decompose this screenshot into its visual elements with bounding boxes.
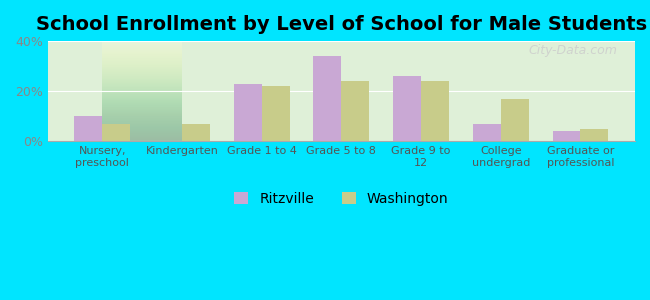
Bar <box>421 81 449 141</box>
Bar <box>75 116 102 141</box>
Bar <box>313 56 341 141</box>
Bar <box>234 84 262 141</box>
Bar <box>393 76 421 141</box>
Bar <box>500 99 528 141</box>
Legend: Ritzville, Washington: Ritzville, Washington <box>229 186 454 211</box>
Bar <box>341 81 369 141</box>
Bar <box>102 124 130 141</box>
Bar <box>182 124 210 141</box>
Bar <box>473 124 501 141</box>
Title: School Enrollment by Level of School for Male Students: School Enrollment by Level of School for… <box>36 15 647 34</box>
Bar <box>262 86 289 141</box>
Bar <box>580 129 608 141</box>
Text: City-Data.com: City-Data.com <box>528 44 618 57</box>
Bar <box>552 131 580 141</box>
